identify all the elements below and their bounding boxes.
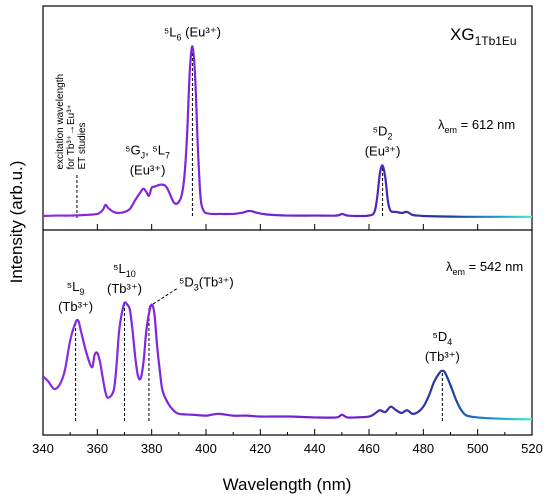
excitation-note-line: for Tb³⁺→Eu³⁺ [66, 104, 77, 169]
series-bottom [43, 301, 532, 421]
peak-label: ⁵L10 [113, 261, 136, 279]
spectrum-line-bottom [43, 301, 532, 421]
peak-label-ion: (Eu³⁺) [130, 163, 166, 178]
peak-label: ⁵L6 (Eu³⁺) [164, 24, 221, 42]
peak-label-ion: (Eu³⁺) [365, 143, 401, 158]
x-tick-label: 340 [32, 441, 54, 456]
spectrum-line-top [43, 45, 532, 218]
sample-label: XG1Tb1Eu [450, 25, 517, 48]
peak-label-ion: (Tb³⁺) [107, 281, 142, 296]
excitation-note-line: excitation wavelength [55, 74, 66, 170]
x-tick-label: 520 [521, 441, 543, 456]
annotations: excitation wavelength for Tb³⁺→Eu³⁺ ET stu… [55, 24, 460, 421]
em-label-bottom: λem = 542 nm [446, 259, 523, 277]
x-tick-label: 360 [86, 441, 108, 456]
em-label-top: λem = 612 nm [438, 117, 515, 135]
x-tick-label: 460 [358, 441, 380, 456]
excitation-note: excitation wavelength for Tb³⁺→Eu³⁺ ET stu… [55, 74, 88, 170]
x-tick-label: 500 [467, 441, 489, 456]
peak-label-ion: (Tb³⁺) [425, 349, 460, 364]
x-tick-label: 380 [141, 441, 163, 456]
peak-label: ⁵L9 [67, 279, 85, 297]
x-tick-label: 420 [249, 441, 271, 456]
y-axis-label: Intensity (arb.u.) [7, 161, 26, 284]
peak-label: ⁵D4 [432, 329, 452, 347]
peak-leader-line [148, 288, 178, 308]
x-tick-label: 400 [195, 441, 217, 456]
series-top [43, 45, 532, 218]
x-tick-label: 440 [304, 441, 326, 456]
peak-label-ion: (Tb³⁺) [58, 299, 93, 314]
peak-label: ⁵D2 [373, 123, 393, 141]
excitation-note-line: ET studies [77, 122, 88, 169]
x-axis-label: Wavelength (nm) [223, 475, 352, 494]
x-tick-label: 480 [412, 441, 434, 456]
peak-label: ⁵D3(Tb³⁺) [179, 275, 234, 293]
x-axis-ticks: 340 360 380 400 420 440 460 480 500 520 [32, 224, 543, 456]
peak-label: ⁵GJ, ⁵L7 [125, 143, 170, 161]
